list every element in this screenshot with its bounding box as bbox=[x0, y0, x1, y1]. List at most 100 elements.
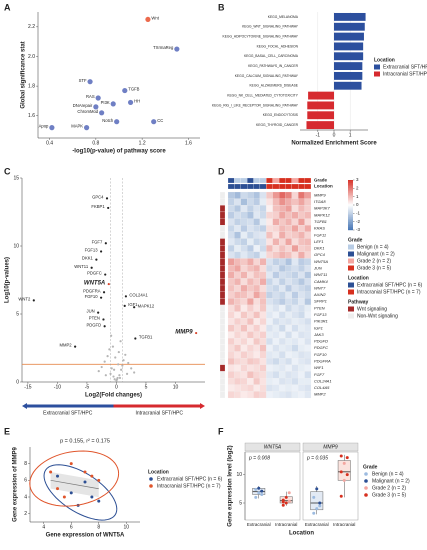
heat-cell bbox=[285, 384, 292, 392]
point bbox=[120, 368, 123, 371]
heat-cell bbox=[285, 271, 292, 279]
point bbox=[56, 474, 59, 478]
row-label: DKK1 bbox=[314, 246, 324, 251]
heat-cell bbox=[259, 331, 267, 339]
heat-cell bbox=[279, 311, 286, 319]
heat-cell bbox=[291, 278, 299, 286]
point bbox=[284, 501, 288, 505]
heat-cell bbox=[253, 371, 260, 379]
heat-cell bbox=[285, 205, 292, 213]
point bbox=[130, 367, 133, 370]
heat-cell bbox=[279, 358, 286, 365]
heat-cell bbox=[259, 371, 267, 379]
heat-cell bbox=[234, 318, 241, 325]
colorbar-step bbox=[348, 193, 353, 196]
heat-cell bbox=[259, 338, 267, 345]
heat-cell bbox=[234, 291, 241, 299]
x-tick-label: 0 bbox=[115, 384, 118, 390]
colorbar-step bbox=[348, 205, 353, 207]
point bbox=[254, 487, 258, 491]
point bbox=[195, 331, 198, 335]
heat-cell bbox=[247, 344, 254, 352]
colorbar-step bbox=[348, 218, 353, 221]
facet-strip bbox=[244, 442, 301, 452]
point bbox=[281, 503, 285, 507]
heat-cell bbox=[266, 271, 273, 279]
y-tick-label: 10 bbox=[236, 472, 242, 478]
point bbox=[97, 478, 101, 482]
point bbox=[87, 79, 93, 85]
annotation-cell bbox=[266, 177, 273, 184]
heat-cell bbox=[285, 298, 292, 306]
colorbar-step bbox=[348, 190, 353, 192]
annotation-cell bbox=[234, 177, 241, 184]
point bbox=[107, 206, 110, 210]
heat-cell bbox=[234, 205, 241, 213]
heat-cell bbox=[304, 358, 312, 365]
heat-cell bbox=[291, 371, 299, 379]
point-label: FGF10 bbox=[85, 294, 99, 299]
heat-cell bbox=[272, 245, 280, 252]
heat-cell bbox=[259, 258, 267, 266]
annotation-cell bbox=[272, 183, 280, 190]
point bbox=[49, 125, 55, 131]
point bbox=[49, 470, 53, 474]
heat-cell bbox=[253, 304, 260, 312]
point-label: CC bbox=[157, 118, 163, 123]
annotation-cell bbox=[219, 225, 226, 232]
point bbox=[108, 348, 111, 351]
heat-cell bbox=[247, 377, 254, 385]
heat-cell bbox=[298, 278, 305, 286]
row-label: MAP3K7 bbox=[314, 206, 331, 211]
x-tick-label: Extracranial bbox=[247, 522, 271, 527]
heat-cell bbox=[247, 218, 254, 226]
heat-cell bbox=[304, 211, 312, 219]
heat-cell bbox=[234, 331, 241, 339]
x-tick-label: -5 bbox=[85, 384, 90, 390]
heat-cell bbox=[285, 238, 292, 246]
heat-cell bbox=[279, 231, 286, 239]
colorbar-step bbox=[348, 207, 353, 209]
colorbar-step bbox=[348, 227, 353, 229]
heat-cell bbox=[272, 225, 280, 232]
heat-cell bbox=[227, 191, 235, 199]
heat-cell bbox=[234, 271, 241, 279]
heat-cell bbox=[240, 251, 248, 259]
point bbox=[106, 355, 109, 358]
heat-cell bbox=[227, 351, 235, 359]
heat-cell bbox=[279, 225, 286, 232]
point bbox=[100, 296, 103, 299]
heat-cell bbox=[266, 205, 273, 213]
annotation-cell bbox=[219, 338, 226, 345]
heat-cell bbox=[247, 318, 254, 325]
heat-cell bbox=[304, 298, 312, 306]
heat-cell bbox=[234, 358, 241, 365]
heat-cell bbox=[253, 291, 260, 299]
y-tick-label: 6 bbox=[24, 478, 27, 484]
heat-cell bbox=[259, 391, 267, 399]
panel-label: A bbox=[4, 2, 11, 12]
heat-cell bbox=[291, 298, 299, 306]
heat-cell bbox=[247, 291, 254, 299]
colorbar-step bbox=[348, 220, 353, 222]
heat-cell bbox=[234, 245, 241, 252]
legend-swatch bbox=[149, 477, 153, 481]
annotation-cell bbox=[227, 177, 235, 184]
category-label: KEGG_BASAL_CELL_CARCINOMA bbox=[244, 54, 299, 58]
heat-cell bbox=[298, 258, 305, 266]
heat-cell bbox=[272, 344, 280, 352]
heat-cell bbox=[304, 304, 312, 312]
row-label: PDGFD bbox=[314, 339, 328, 344]
heat-cell bbox=[266, 391, 273, 399]
heat-cell bbox=[279, 278, 286, 286]
annotation-cell bbox=[219, 331, 226, 339]
heat-cell bbox=[279, 338, 286, 345]
row-label: IGF1 bbox=[314, 325, 323, 330]
heat-cell bbox=[227, 231, 235, 239]
legend-swatch bbox=[348, 265, 354, 271]
heat-cell bbox=[272, 298, 280, 306]
row-label: COL24A1 bbox=[314, 378, 332, 383]
heat-cell bbox=[266, 278, 273, 286]
direction-label: Intracranial SFT/HPC bbox=[135, 410, 183, 416]
heat-cell bbox=[291, 358, 299, 365]
